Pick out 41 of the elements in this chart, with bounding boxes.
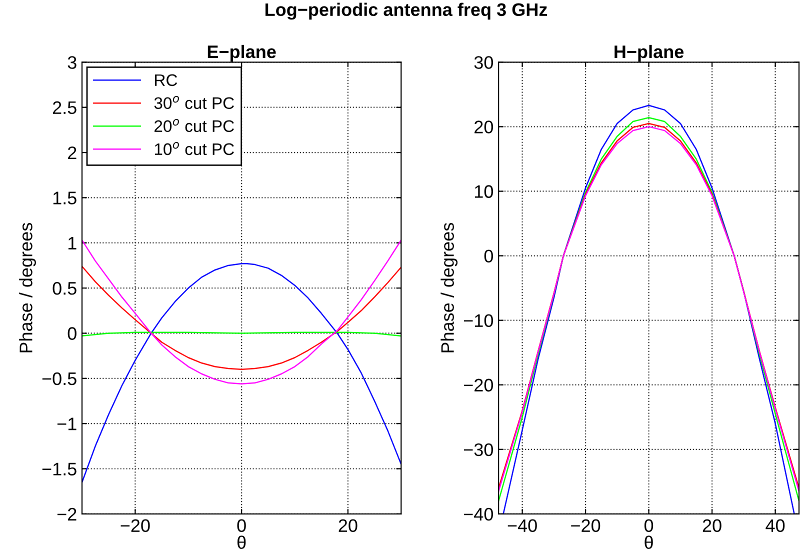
chart-title: Log−periodic antenna freq 3 GHz [266,2,548,20]
x-tick-label: 20 [702,519,722,532]
y-tick-label: 0.5 [52,282,76,295]
x-tick-label: −20 [571,519,600,532]
x-tick-label: −40 [508,519,537,532]
chart-title: H−plane [614,44,684,62]
chart-subtitle: E−plane [208,44,276,62]
line-series [82,263,402,483]
x-tick-label: −20 [120,519,150,532]
y-tick-label: 0 [484,250,493,262]
legend-label: 30$^{o}$ cut PC [154,96,234,110]
line-series [82,240,402,384]
y-tick-label: 1 [68,236,76,250]
x-axis-title: θ [237,536,246,549]
y-tick-label: 30 [474,56,494,69]
y-tick-label: 20 [474,120,494,134]
y-tick-label: −1.5 [42,462,76,476]
line-series [82,266,402,370]
y-tick-label: 2.5 [52,101,76,114]
y-tick-label: 3 [68,56,76,69]
y-tick-label: 1.5 [53,192,76,204]
x-axis-title: θ [644,536,653,549]
y-tick-label: −20 [464,378,493,392]
legend-label: 10$^{o}$ cut PC [154,142,234,156]
y-tick-label: 10 [475,185,494,198]
legend-label: 20$^{o}$ cut PC [154,118,234,132]
y-tick-label: −1 [57,418,76,430]
legend-label: RC [155,74,178,86]
y-tick-label: −0.5 [42,372,76,386]
y-tick-label: −30 [464,443,493,456]
y-tick-label: −10 [464,314,493,328]
y-axis-title: Phase / degrees [19,222,36,352]
x-tick-label: 40 [766,519,785,532]
y-tick-label: 2 [68,146,76,160]
y-axis-title: Phase / degrees [440,222,458,352]
y-tick-label: −2 [57,508,76,520]
y-tick-label: 0 [68,327,76,340]
y-tick-label: −40 [464,508,493,521]
x-tick-label: 0 [237,519,246,532]
x-tick-label: 0 [644,519,654,532]
x-tick-label: 20 [338,519,358,532]
